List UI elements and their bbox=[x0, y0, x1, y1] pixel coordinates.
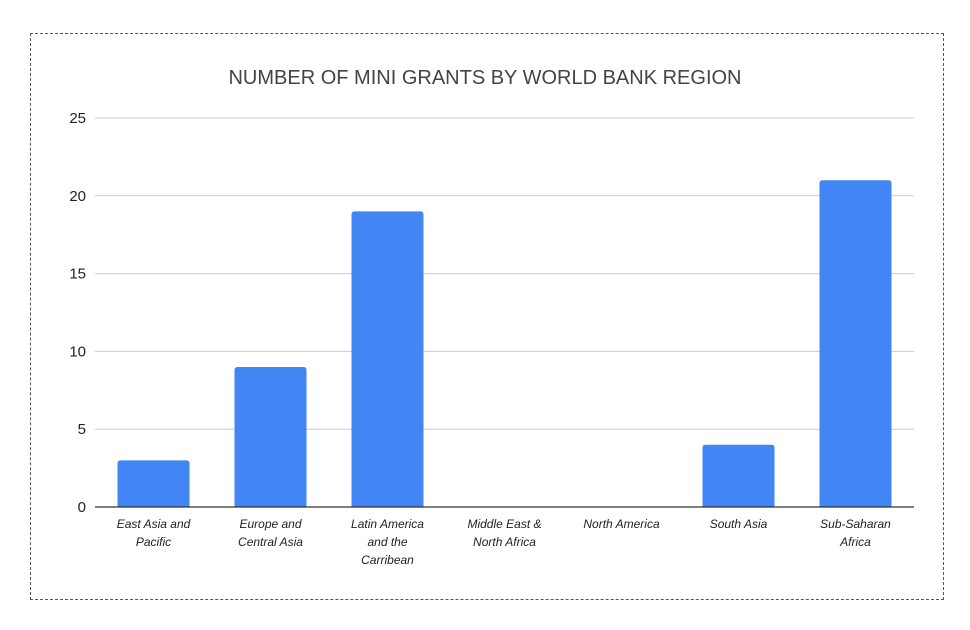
x-tick-label-line: Latin America bbox=[351, 517, 424, 531]
y-tick-label: 25 bbox=[69, 110, 86, 127]
bars bbox=[117, 180, 892, 508]
y-tick-label: 15 bbox=[69, 266, 86, 283]
y-axis-ticks: 0 5 10 15 20 25 bbox=[69, 110, 86, 516]
x-tick-label-line: Middle East & bbox=[467, 517, 541, 531]
x-tick-label: North America bbox=[583, 517, 660, 531]
chart-frame bbox=[30, 33, 944, 600]
bar bbox=[819, 180, 892, 508]
x-tick-label: Sub-Saharan Africa bbox=[820, 517, 891, 549]
bar bbox=[234, 366, 307, 507]
x-tick-label: South Asia bbox=[710, 517, 768, 531]
x-axis-ticks: East Asia and Pacific Europe and Central As… bbox=[117, 517, 891, 567]
x-tick-label-line: North Africa bbox=[473, 535, 536, 549]
gridlines bbox=[95, 117, 914, 430]
x-tick-label-line: Africa bbox=[839, 535, 871, 549]
x-tick-label-line: Europe and bbox=[239, 517, 301, 531]
x-tick-label: Europe and Central Asia bbox=[238, 517, 303, 549]
x-tick-label: East Asia and Pacific bbox=[117, 517, 191, 549]
y-tick-label: 0 bbox=[78, 499, 86, 516]
bar bbox=[702, 444, 775, 507]
x-tick-label-line: South Asia bbox=[710, 517, 768, 531]
bar bbox=[351, 211, 424, 508]
y-tick-label: 20 bbox=[69, 188, 86, 205]
bar bbox=[117, 460, 190, 507]
x-tick-label-line: Pacific bbox=[136, 535, 171, 549]
x-tick-label-line: Sub-Saharan bbox=[820, 517, 891, 531]
chart-title: NUMBER OF MINI GRANTS BY WORLD BANK REGI… bbox=[228, 67, 741, 89]
y-tick-label: 5 bbox=[78, 421, 86, 438]
x-tick-label-line: and the bbox=[367, 535, 407, 549]
y-tick-label: 10 bbox=[69, 343, 86, 360]
x-tick-label-line: North America bbox=[583, 517, 660, 531]
x-tick-label-line: Central Asia bbox=[238, 535, 303, 549]
x-tick-label-line: East Asia and bbox=[117, 517, 191, 531]
x-tick-label: Latin America and the Carribean bbox=[351, 517, 424, 567]
x-tick-label: Middle East & North Africa bbox=[467, 517, 541, 549]
x-tick-label-line: Carribean bbox=[361, 553, 414, 567]
